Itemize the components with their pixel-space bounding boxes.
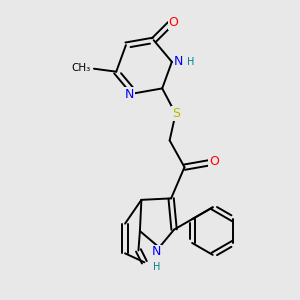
Text: O: O [169,16,178,29]
Text: S: S [172,107,180,120]
Text: CH₃: CH₃ [72,63,91,73]
Text: O: O [209,155,219,168]
Text: N: N [174,55,183,68]
Text: N: N [124,88,134,101]
Text: H: H [187,57,195,67]
Text: H: H [153,262,160,272]
Text: N: N [152,245,161,258]
